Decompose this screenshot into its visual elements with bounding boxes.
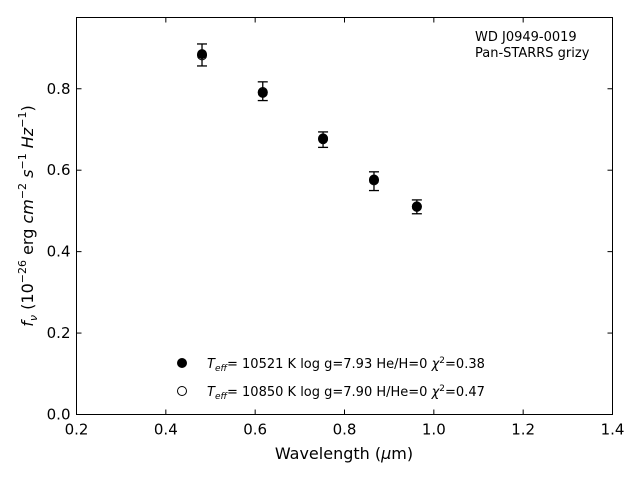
legend-entry-1: Teff= 10521 K log g=7.93 He/H=0 χ2=0.38 (177, 356, 485, 374)
svg-text:Teff= 10850 K log g=7.90 H/H: Teff= 10850 K log g=7.90 H/He=0 χ2=0.47 (207, 384, 485, 402)
model-point-open (318, 134, 329, 145)
y-axis-label: fν (10−26 erg cm−2 s−1 Hz−1) (16, 105, 40, 326)
legend-entry-2: Teff= 10850 K log g=7.90 H/He=0 χ2=0.47 (177, 384, 485, 402)
x-tick-label: 1.0 (422, 421, 446, 439)
y-tick-label: 0.4 (47, 243, 71, 261)
x-tick-label: 0.4 (154, 421, 178, 439)
y-tick-label: 0.6 (47, 161, 71, 179)
svg-text:Teff= 10521 K log g=7.93 He/: Teff= 10521 K log g=7.93 He/H=0 χ2=0.38 (207, 356, 485, 374)
y-tick-label: 0.2 (47, 324, 71, 342)
svg-text:Wavelength (μm): Wavelength (μm) (275, 444, 413, 463)
model-point-filled (257, 87, 268, 98)
legend-marker-open (177, 386, 187, 396)
model-point-filled (368, 174, 379, 185)
x-axis-label: Wavelength (μm) (275, 444, 413, 463)
x-tick-label: 1.4 (601, 421, 625, 439)
x-axis-ticks: 0.2 0.4 0.6 0.8 1.0 1.2 1.4 (65, 17, 625, 439)
y-tick-label: 0.8 (47, 80, 71, 98)
x-tick-label: 0.8 (333, 421, 357, 439)
annotation-object-name: WD J0949-0019 (475, 30, 577, 45)
y-tick-label: 0.0 (47, 406, 71, 424)
model-point-open (197, 50, 208, 61)
x-tick-label: 0.6 (243, 421, 267, 439)
model-point-open (368, 175, 379, 186)
x-tick-label: 0.2 (65, 421, 89, 439)
model-point-filled (318, 133, 329, 144)
x-tick-label: 1.2 (511, 421, 535, 439)
y-axis-ticks: 0.0 0.2 0.4 0.6 0.8 (47, 80, 613, 424)
model-point-open (411, 201, 422, 212)
plot-layer (197, 43, 422, 215)
svg-text:fν (10−26 erg cm−2 s−1 Hz−1): fν (10−26 erg cm−2 s−1 Hz−1) (16, 105, 40, 326)
annotation-survey: Pan-STARRS grizy (475, 46, 590, 61)
legend-marker-filled (177, 358, 187, 368)
legend: Teff= 10521 K log g=7.93 He/H=0 χ2=0.38 … (177, 356, 485, 402)
model-point-open (257, 87, 268, 98)
plot-frame (76, 17, 613, 415)
